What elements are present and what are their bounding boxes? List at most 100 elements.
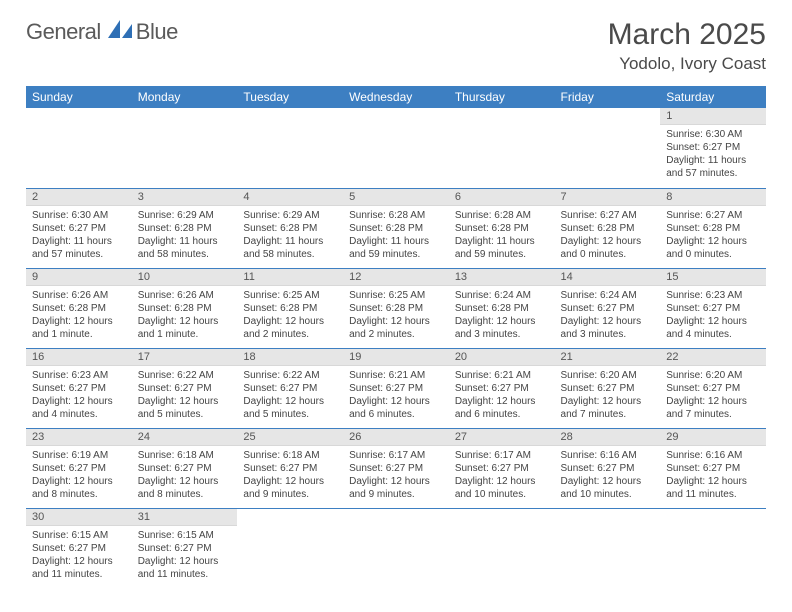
calendar-cell: 5Sunrise: 6:28 AMSunset: 6:28 PMDaylight… [343, 188, 449, 268]
calendar-cell: 18Sunrise: 6:22 AMSunset: 6:27 PMDayligh… [237, 348, 343, 428]
day-number: 16 [26, 349, 132, 366]
day-data: Sunrise: 6:15 AMSunset: 6:27 PMDaylight:… [26, 526, 132, 585]
calendar-cell: 2Sunrise: 6:30 AMSunset: 6:27 PMDaylight… [26, 188, 132, 268]
day-data: Sunrise: 6:26 AMSunset: 6:28 PMDaylight:… [132, 286, 238, 345]
weekday-header: Saturday [660, 86, 766, 108]
day-number: 21 [555, 349, 661, 366]
day-number: 17 [132, 349, 238, 366]
calendar-cell: 29Sunrise: 6:16 AMSunset: 6:27 PMDayligh… [660, 428, 766, 508]
weekday-header-row: Sunday Monday Tuesday Wednesday Thursday… [26, 86, 766, 108]
brand-word2: Blue [136, 19, 178, 45]
day-number: 10 [132, 269, 238, 286]
day-data: Sunrise: 6:15 AMSunset: 6:27 PMDaylight:… [132, 526, 238, 585]
location: Yodolo, Ivory Coast [608, 54, 766, 74]
day-data: Sunrise: 6:20 AMSunset: 6:27 PMDaylight:… [555, 366, 661, 425]
calendar-cell: 27Sunrise: 6:17 AMSunset: 6:27 PMDayligh… [449, 428, 555, 508]
calendar-cell: 8Sunrise: 6:27 AMSunset: 6:28 PMDaylight… [660, 188, 766, 268]
day-data: Sunrise: 6:29 AMSunset: 6:28 PMDaylight:… [237, 206, 343, 265]
calendar-cell: 28Sunrise: 6:16 AMSunset: 6:27 PMDayligh… [555, 428, 661, 508]
day-data: Sunrise: 6:22 AMSunset: 6:27 PMDaylight:… [237, 366, 343, 425]
day-data: Sunrise: 6:27 AMSunset: 6:28 PMDaylight:… [555, 206, 661, 265]
header: General Blue March 2025 Yodolo, Ivory Co… [26, 18, 766, 74]
weekday-header: Friday [555, 86, 661, 108]
day-data: Sunrise: 6:18 AMSunset: 6:27 PMDaylight:… [132, 446, 238, 505]
calendar-table: Sunday Monday Tuesday Wednesday Thursday… [26, 86, 766, 588]
calendar-row: 23Sunrise: 6:19 AMSunset: 6:27 PMDayligh… [26, 428, 766, 508]
day-data: Sunrise: 6:30 AMSunset: 6:27 PMDaylight:… [26, 206, 132, 265]
calendar-cell: 26Sunrise: 6:17 AMSunset: 6:27 PMDayligh… [343, 428, 449, 508]
calendar-row: 16Sunrise: 6:23 AMSunset: 6:27 PMDayligh… [26, 348, 766, 428]
day-number: 26 [343, 429, 449, 446]
day-data: Sunrise: 6:23 AMSunset: 6:27 PMDaylight:… [26, 366, 132, 425]
day-number: 18 [237, 349, 343, 366]
day-number: 7 [555, 189, 661, 206]
title-block: March 2025 Yodolo, Ivory Coast [608, 18, 766, 74]
calendar-cell: 15Sunrise: 6:23 AMSunset: 6:27 PMDayligh… [660, 268, 766, 348]
day-data: Sunrise: 6:27 AMSunset: 6:28 PMDaylight:… [660, 206, 766, 265]
calendar-cell: 4Sunrise: 6:29 AMSunset: 6:28 PMDaylight… [237, 188, 343, 268]
day-data: Sunrise: 6:21 AMSunset: 6:27 PMDaylight:… [343, 366, 449, 425]
day-number: 4 [237, 189, 343, 206]
calendar-cell: 9Sunrise: 6:26 AMSunset: 6:28 PMDaylight… [26, 268, 132, 348]
day-number: 8 [660, 189, 766, 206]
day-data: Sunrise: 6:19 AMSunset: 6:27 PMDaylight:… [26, 446, 132, 505]
calendar-row: 30Sunrise: 6:15 AMSunset: 6:27 PMDayligh… [26, 508, 766, 588]
day-number: 29 [660, 429, 766, 446]
day-number: 20 [449, 349, 555, 366]
calendar-cell-empty: .. [26, 108, 132, 188]
calendar-row: 9Sunrise: 6:26 AMSunset: 6:28 PMDaylight… [26, 268, 766, 348]
calendar-cell: 10Sunrise: 6:26 AMSunset: 6:28 PMDayligh… [132, 268, 238, 348]
calendar-cell: 11Sunrise: 6:25 AMSunset: 6:28 PMDayligh… [237, 268, 343, 348]
calendar-cell: 13Sunrise: 6:24 AMSunset: 6:28 PMDayligh… [449, 268, 555, 348]
calendar-cell-empty: .. [237, 108, 343, 188]
day-data: Sunrise: 6:28 AMSunset: 6:28 PMDaylight:… [343, 206, 449, 265]
day-number: 25 [237, 429, 343, 446]
calendar-cell: 12Sunrise: 6:25 AMSunset: 6:28 PMDayligh… [343, 268, 449, 348]
day-data: Sunrise: 6:16 AMSunset: 6:27 PMDaylight:… [660, 446, 766, 505]
day-number: 30 [26, 509, 132, 526]
calendar-cell-empty: .. [555, 508, 661, 588]
sail-icon [106, 18, 134, 45]
day-data: Sunrise: 6:25 AMSunset: 6:28 PMDaylight:… [237, 286, 343, 345]
day-number: 12 [343, 269, 449, 286]
calendar-cell: 3Sunrise: 6:29 AMSunset: 6:28 PMDaylight… [132, 188, 238, 268]
calendar-cell: 20Sunrise: 6:21 AMSunset: 6:27 PMDayligh… [449, 348, 555, 428]
calendar-cell: 1Sunrise: 6:30 AMSunset: 6:27 PMDaylight… [660, 108, 766, 188]
day-data: Sunrise: 6:21 AMSunset: 6:27 PMDaylight:… [449, 366, 555, 425]
weekday-header: Tuesday [237, 86, 343, 108]
calendar-cell-empty: .. [343, 508, 449, 588]
day-number: 15 [660, 269, 766, 286]
day-number: 27 [449, 429, 555, 446]
calendar-body: ............1Sunrise: 6:30 AMSunset: 6:2… [26, 108, 766, 588]
calendar-cell: 14Sunrise: 6:24 AMSunset: 6:27 PMDayligh… [555, 268, 661, 348]
calendar-cell: 31Sunrise: 6:15 AMSunset: 6:27 PMDayligh… [132, 508, 238, 588]
brand-logo: General Blue [26, 18, 178, 45]
calendar-cell: 23Sunrise: 6:19 AMSunset: 6:27 PMDayligh… [26, 428, 132, 508]
day-data: Sunrise: 6:20 AMSunset: 6:27 PMDaylight:… [660, 366, 766, 425]
day-number: 6 [449, 189, 555, 206]
calendar-row: 2Sunrise: 6:30 AMSunset: 6:27 PMDaylight… [26, 188, 766, 268]
calendar-cell-empty: .. [343, 108, 449, 188]
calendar-row: ............1Sunrise: 6:30 AMSunset: 6:2… [26, 108, 766, 188]
day-data: Sunrise: 6:24 AMSunset: 6:27 PMDaylight:… [555, 286, 661, 345]
calendar-cell-empty: .. [237, 508, 343, 588]
day-number: 14 [555, 269, 661, 286]
day-number: 1 [660, 108, 766, 125]
day-data: Sunrise: 6:24 AMSunset: 6:28 PMDaylight:… [449, 286, 555, 345]
day-data: Sunrise: 6:17 AMSunset: 6:27 PMDaylight:… [449, 446, 555, 505]
day-data: Sunrise: 6:28 AMSunset: 6:28 PMDaylight:… [449, 206, 555, 265]
brand-word1: General [26, 19, 101, 45]
calendar-cell-empty: .. [449, 108, 555, 188]
calendar-cell: 7Sunrise: 6:27 AMSunset: 6:28 PMDaylight… [555, 188, 661, 268]
day-number: 2 [26, 189, 132, 206]
day-data: Sunrise: 6:17 AMSunset: 6:27 PMDaylight:… [343, 446, 449, 505]
calendar-cell: 17Sunrise: 6:22 AMSunset: 6:27 PMDayligh… [132, 348, 238, 428]
weekday-header: Sunday [26, 86, 132, 108]
day-data: Sunrise: 6:18 AMSunset: 6:27 PMDaylight:… [237, 446, 343, 505]
day-number: 22 [660, 349, 766, 366]
calendar-cell: 25Sunrise: 6:18 AMSunset: 6:27 PMDayligh… [237, 428, 343, 508]
day-number: 19 [343, 349, 449, 366]
calendar-cell-empty: .. [132, 108, 238, 188]
day-data: Sunrise: 6:26 AMSunset: 6:28 PMDaylight:… [26, 286, 132, 345]
calendar-cell: 22Sunrise: 6:20 AMSunset: 6:27 PMDayligh… [660, 348, 766, 428]
